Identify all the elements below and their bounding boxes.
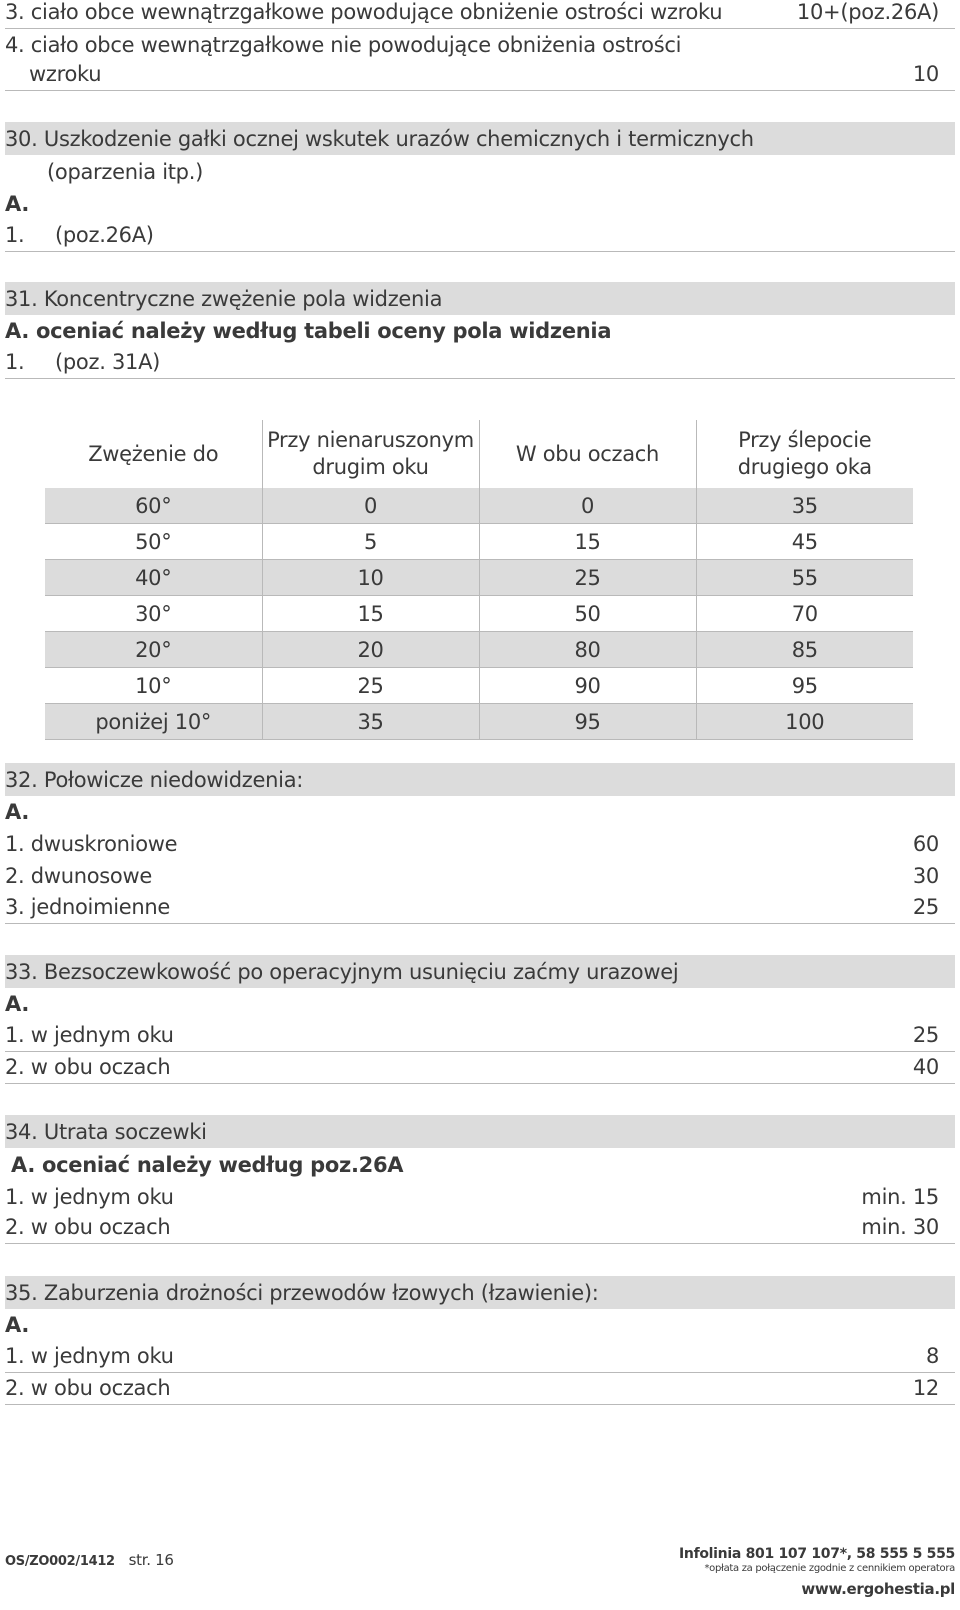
section-33-title: 33. Bezsoczewkowość po operacyjnym usuni… — [5, 955, 955, 988]
table-cell: 85 — [696, 631, 913, 668]
section-34-title: 34. Utrata soczewki — [5, 1115, 955, 1148]
section-35-title: 35. Zaburzenia drożności przewodów łzowy… — [5, 1276, 955, 1309]
section-30-title-cont: (oparzenia itp.) — [47, 159, 203, 184]
table-cell: 30° — [45, 595, 263, 632]
section-32-item-2: 2. dwunosowe 30 — [5, 863, 939, 888]
table-cell: 90 — [479, 667, 697, 704]
website-link[interactable]: www.ergohestia.pl — [801, 1580, 955, 1598]
document-code: OS/ZO002/1412 — [5, 1554, 115, 1569]
table-cell: 5 — [262, 523, 480, 560]
section-34-item-2: 2. w obu oczach min. 30 — [5, 1211, 955, 1244]
item-label: 4. ciało obce wewnątrzgałkowe nie powodu… — [5, 32, 682, 57]
item-label-cont: wzroku — [29, 62, 102, 86]
table-cell: 20 — [262, 631, 480, 668]
section-31-item-1: 1. (poz. 31A) — [5, 346, 955, 379]
footer-right: Infolinia 801 107 107*, 58 555 5 555 *op… — [679, 1546, 955, 1598]
table-cell: 40° — [45, 559, 263, 596]
table-cell: 0 — [262, 488, 480, 524]
table-cell: 15 — [479, 523, 697, 560]
table-body: 60° 0 0 35 50° 5 15 45 40° 10 25 55 30° 15 50 70 20° 20 80… — [45, 488, 913, 740]
table-cell: 95 — [696, 667, 913, 704]
table-cell: 50 — [479, 595, 697, 632]
table-cell: 70 — [696, 595, 913, 632]
item-3-row: 3. ciało obce wewnątrzgałkowe powodujące… — [5, 0, 955, 29]
section-30-item-1: 1. (poz.26A) — [5, 219, 955, 252]
table-cell: 80 — [479, 631, 697, 668]
table-cell: 100 — [696, 703, 913, 740]
header-zwezenie: Zwężenie do — [45, 420, 263, 488]
section-33-item-1: 1. w jednym oku 25 — [5, 1019, 955, 1052]
table-cell: 95 — [479, 703, 697, 740]
header-obu-oczach: W obu oczach — [479, 420, 697, 488]
page-number: str. 16 — [128, 1551, 174, 1569]
section-32-item-3: 3. jednoimienne 25 — [5, 891, 955, 924]
table-row: 40° 10 25 55 — [45, 559, 913, 596]
table-cell: 45 — [696, 523, 913, 560]
section-34-a: A. oceniać należy według poz.26A — [11, 1152, 404, 1177]
section-35-a: A. — [5, 1312, 30, 1337]
table-cell: 10° — [45, 667, 263, 704]
table-cell: 60° — [45, 488, 263, 524]
header-nienaruszonym: Przy nienaruszonym drugim oku — [262, 420, 480, 488]
infolinia: Infolinia 801 107 107*, 58 555 5 555 — [679, 1546, 955, 1562]
table-row: 30° 15 50 70 — [45, 595, 913, 632]
table-row: 20° 20 80 85 — [45, 631, 913, 668]
section-34-item-1: 1. w jednym oku min. 15 — [5, 1184, 939, 1209]
table-cell: 50° — [45, 523, 263, 560]
table-cell: 25 — [479, 559, 697, 596]
section-35-item-2: 2. w obu oczach 12 — [5, 1372, 955, 1405]
section-32-title: 32. Połowicze niedowidzenia: — [5, 763, 955, 796]
section-31-a: A. oceniać należy według tabeli oceny po… — [5, 318, 612, 343]
section-33-a: A. — [5, 991, 30, 1016]
section-30-a: A. — [5, 191, 30, 216]
table-cell: 35 — [262, 703, 480, 740]
item-label: 3. ciało obce wewnątrzgałkowe powodujące… — [5, 0, 723, 24]
section-30-title: 30. Uszkodzenie gałki ocznej wskutek ura… — [5, 122, 955, 155]
section-31-title: 31. Koncentryczne zwężenie pola widzenia — [5, 282, 955, 315]
table-row: poniżej 10° 35 95 100 — [45, 703, 913, 740]
visual-field-table: Zwężenie do Przy nienaruszonym drugim ok… — [45, 420, 913, 740]
table-cell: 20° — [45, 631, 263, 668]
section-33-item-2: 2. w obu oczach 40 — [5, 1051, 955, 1084]
section-35-item-1: 1. w jednym oku 8 — [5, 1340, 955, 1373]
table-cell: poniżej 10° — [45, 703, 263, 740]
table-cell: 25 — [262, 667, 480, 704]
table-cell: 10 — [262, 559, 480, 596]
item-value: 10 — [912, 62, 939, 86]
table-row: 50° 5 15 45 — [45, 523, 913, 560]
table-cell: 55 — [696, 559, 913, 596]
call-cost-note: *opłata za połączenie zgodnie z cennikie… — [704, 1563, 955, 1574]
item-4-row-cont: wzroku 10 — [5, 58, 955, 91]
footer-left: OS/ZO002/1412 str. 16 — [5, 1551, 174, 1569]
item-value: 10+(poz.26A) — [796, 0, 939, 24]
section-32-a: A. — [5, 799, 30, 824]
table-row: 60° 0 0 35 — [45, 488, 913, 524]
table-row: 10° 25 90 95 — [45, 667, 913, 704]
section-32-item-1: 1. dwuskroniowe 60 — [5, 831, 939, 856]
table-header-row: Zwężenie do Przy nienaruszonym drugim ok… — [45, 420, 913, 488]
header-slepocie: Przy ślepocie drugiego oka — [737, 428, 872, 479]
item-4-row: 4. ciało obce wewnątrzgałkowe nie powodu… — [5, 28, 955, 61]
table-cell: 35 — [696, 488, 913, 524]
table-cell: 15 — [262, 595, 480, 632]
table-cell: 0 — [479, 488, 697, 524]
